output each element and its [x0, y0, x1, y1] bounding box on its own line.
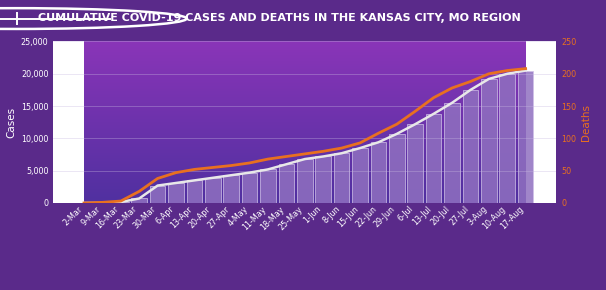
- Bar: [168, 183, 184, 203]
- Bar: [132, 198, 147, 203]
- Text: CUMULATIVE COVID-19 CASES AND DEATHS IN THE KANSAS CITY, MO REGION: CUMULATIVE COVID-19 CASES AND DEATHS IN …: [38, 13, 521, 23]
- Bar: [242, 173, 258, 203]
- Bar: [334, 153, 350, 203]
- Bar: [462, 90, 478, 203]
- Y-axis label: Cases: Cases: [7, 107, 17, 138]
- Bar: [371, 142, 386, 203]
- Bar: [389, 134, 405, 203]
- Bar: [205, 178, 221, 203]
- Bar: [315, 157, 331, 203]
- Bar: [187, 180, 202, 203]
- Bar: [499, 74, 515, 203]
- Bar: [297, 159, 313, 203]
- Bar: [260, 169, 276, 203]
- Bar: [444, 103, 460, 203]
- Bar: [481, 79, 497, 203]
- Bar: [426, 114, 441, 203]
- Bar: [407, 124, 423, 203]
- Y-axis label: Deaths: Deaths: [581, 104, 591, 141]
- Bar: [113, 202, 128, 203]
- Bar: [279, 164, 295, 203]
- Bar: [224, 175, 239, 203]
- Bar: [150, 186, 165, 203]
- Bar: [352, 148, 368, 203]
- Bar: [518, 70, 533, 203]
